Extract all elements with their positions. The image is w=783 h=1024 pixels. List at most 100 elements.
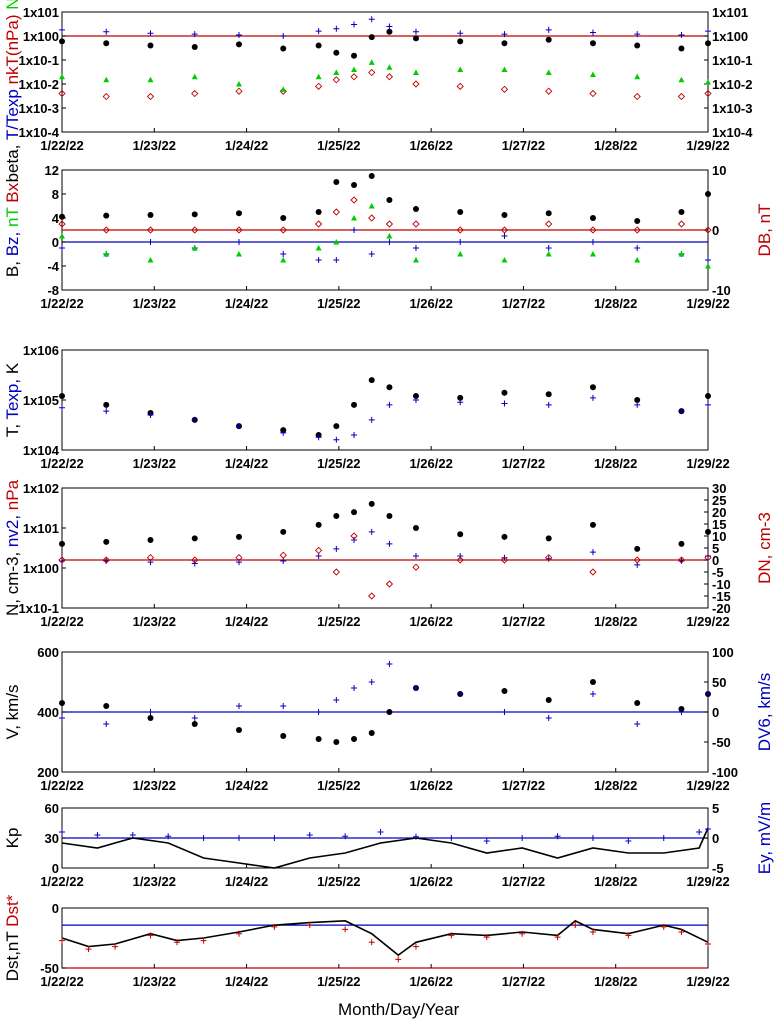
data-point	[589, 215, 596, 221]
data-point	[386, 384, 393, 391]
data-point	[191, 43, 198, 50]
data-point	[174, 939, 181, 946]
series-b	[59, 173, 711, 224]
x-tick-label: 1/27/22	[502, 138, 545, 153]
data-point	[589, 40, 596, 47]
data-point	[457, 66, 464, 73]
y-right-tick-label: 20	[712, 505, 726, 520]
data-point	[412, 257, 419, 263]
x-tick-label: 1/29/22	[686, 874, 729, 889]
data-point	[147, 412, 154, 419]
data-point	[58, 556, 66, 564]
data-point	[457, 38, 464, 45]
y-right-axis-title: DV6, km/s	[755, 673, 774, 751]
data-point	[456, 82, 464, 90]
data-point	[279, 551, 287, 559]
plot-frame	[61, 907, 709, 969]
y-tick-label: -50	[40, 961, 59, 976]
data-point	[589, 226, 597, 234]
data-point	[705, 941, 711, 947]
y-tick-label: 200	[37, 765, 59, 780]
data-point	[102, 226, 110, 234]
panel-4: 1/22/22 1/23/22 1/24/22 1/25/22 1/26/22 1/27/…	[3, 479, 774, 629]
data-point	[412, 552, 419, 559]
data-point	[634, 73, 641, 80]
data-point	[704, 89, 712, 98]
y-right-tick-label: 0	[712, 553, 719, 568]
data-point	[147, 212, 154, 218]
x-tick-label: 1/27/22	[502, 456, 545, 471]
data-point	[200, 835, 207, 841]
data-point	[368, 592, 376, 600]
series-t	[59, 377, 711, 438]
data-point	[350, 196, 358, 204]
data-point	[412, 397, 419, 403]
series-line	[61, 827, 709, 869]
y-right-tick-label: 0	[712, 831, 719, 846]
data-point	[589, 29, 596, 36]
data-point	[545, 26, 552, 33]
data-point	[589, 549, 596, 556]
y-tick-label: 1x10-4	[19, 125, 60, 140]
data-point	[448, 932, 455, 939]
series-nkt-npa-	[58, 68, 712, 101]
data-point	[501, 709, 508, 715]
x-tick-label: 1/28/22	[594, 778, 637, 793]
series-dst	[61, 919, 709, 957]
y-tick-label: 0	[52, 861, 59, 876]
data-point	[314, 82, 323, 90]
data-point	[368, 416, 375, 423]
data-point	[332, 568, 340, 576]
y-axis-title-part: Kp	[3, 828, 22, 849]
y-right-axis-title-part: Ey,	[755, 851, 774, 874]
data-point	[386, 23, 393, 30]
y-right-tick-label: 100	[712, 645, 734, 660]
data-point	[280, 45, 287, 52]
y-axis-title-part: beta,	[3, 145, 22, 183]
data-point	[315, 521, 322, 528]
data-point	[678, 45, 685, 52]
data-point	[412, 245, 419, 251]
x-tick-label: 1/22/22	[40, 138, 83, 153]
data-point	[705, 40, 711, 47]
data-point	[368, 173, 375, 179]
data-point	[412, 525, 419, 531]
data-point	[102, 556, 110, 564]
data-point	[351, 736, 358, 742]
data-point	[634, 397, 641, 403]
y-tick-label: 600	[37, 645, 59, 660]
x-tick-label: 1/22/22	[40, 974, 83, 989]
data-point	[545, 391, 552, 398]
x-tick-label: 1/22/22	[40, 614, 83, 629]
data-point	[146, 92, 155, 101]
data-point	[705, 826, 711, 832]
data-point	[333, 25, 340, 32]
x-tick-label: 1/23/22	[133, 614, 176, 629]
data-point	[191, 211, 198, 218]
data-point	[351, 182, 358, 188]
data-point	[457, 394, 464, 401]
data-point	[235, 930, 242, 937]
data-point	[103, 401, 110, 408]
y-axis-title: B, Bz, nT Bx	[3, 182, 22, 277]
y-axis-title-part: B,	[3, 261, 22, 277]
data-point	[501, 533, 508, 540]
y-axis-title: V, km/s	[3, 684, 22, 739]
y-right-tick-label: 0	[712, 223, 719, 238]
data-point	[705, 401, 711, 408]
data-point	[457, 691, 464, 697]
data-point	[704, 553, 712, 562]
x-tick-label: 1/27/22	[502, 974, 545, 989]
x-tick-label: 1/23/22	[133, 778, 176, 793]
data-point	[457, 209, 464, 215]
y-right-tick-label: -5	[712, 861, 724, 876]
y-tick-label: 1x100	[23, 561, 59, 576]
data-point	[501, 40, 508, 47]
panel-2: 1/22/22 1/23/22 1/24/22 1/25/22 1/26/22 1/27/…	[3, 163, 774, 311]
data-point	[235, 703, 242, 709]
data-point	[350, 532, 358, 540]
data-point	[191, 226, 199, 234]
data-point	[235, 835, 242, 841]
y-tick-label: 1x106	[23, 343, 59, 358]
